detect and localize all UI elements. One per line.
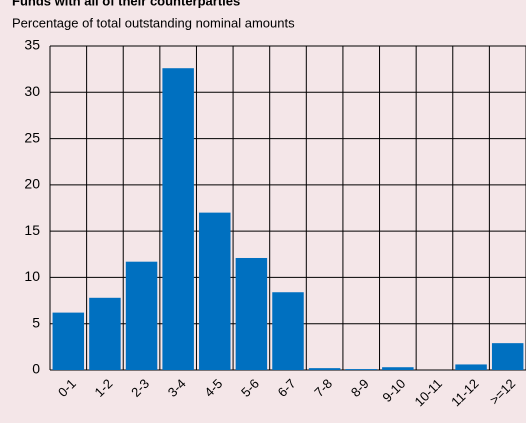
y-tick-label: 30 — [24, 83, 40, 99]
y-tick-label: 35 — [24, 37, 40, 53]
y-tick-label: 10 — [24, 268, 40, 284]
bar — [235, 257, 268, 370]
bar — [345, 369, 377, 370]
y-tick-label: 25 — [24, 129, 40, 145]
bar — [455, 364, 487, 370]
bar — [125, 261, 158, 370]
y-tick-label: 15 — [24, 222, 40, 238]
bar — [491, 343, 524, 370]
chart-subtitle: Percentage of total outstanding nominal … — [12, 15, 295, 30]
y-tick-label: 0 — [32, 361, 40, 377]
bar — [162, 68, 194, 371]
y-tick-label: 20 — [24, 176, 40, 192]
bar — [52, 312, 85, 370]
bar — [272, 292, 304, 370]
y-tick-label: 5 — [32, 314, 40, 330]
bar — [89, 297, 121, 370]
bar — [199, 212, 231, 370]
bar — [382, 367, 414, 370]
chart-title: Funds with all of their counterparties — [12, 0, 240, 8]
bar — [308, 368, 341, 370]
